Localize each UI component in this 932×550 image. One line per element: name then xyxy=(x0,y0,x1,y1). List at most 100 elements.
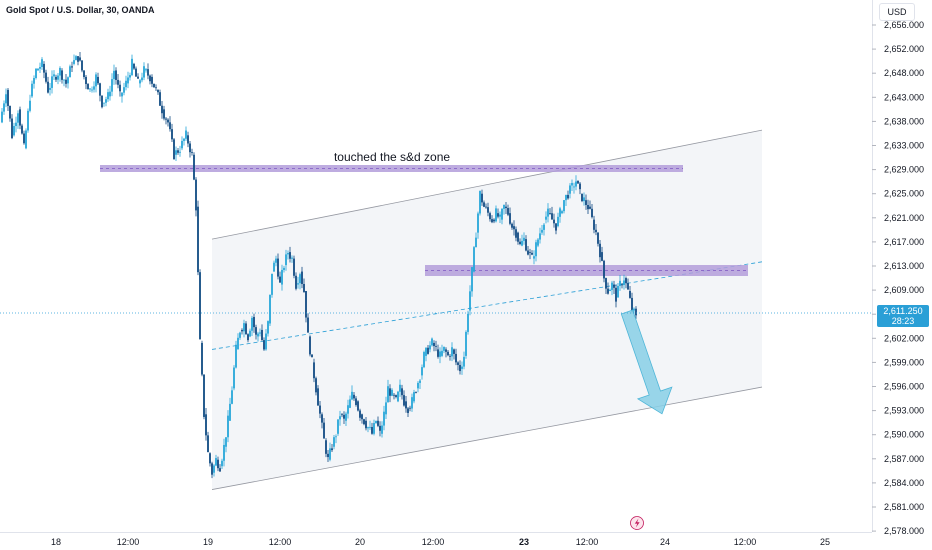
candle-body xyxy=(439,351,441,357)
candle-body xyxy=(285,254,287,266)
candle-body xyxy=(193,154,195,180)
candle-body xyxy=(315,378,317,393)
price-axis[interactable]: 2,656.000 2,652.000 2,648.000 2,643.000 2,63… xyxy=(872,0,932,550)
price-tick-label: 2,643.000 xyxy=(884,92,924,102)
candle-body xyxy=(207,435,209,453)
candle-body xyxy=(627,283,629,290)
candle-body xyxy=(527,250,529,255)
candle-body xyxy=(235,344,237,368)
candle-body xyxy=(505,206,507,209)
candle-body xyxy=(519,241,521,244)
candle-body xyxy=(601,252,603,261)
candle-body xyxy=(17,113,19,123)
candle-body xyxy=(613,284,615,288)
candle-body xyxy=(19,109,21,126)
candle-body xyxy=(521,240,523,246)
candle-body xyxy=(177,150,179,153)
candle-body xyxy=(365,420,367,429)
candle-body xyxy=(461,366,463,369)
candle-body xyxy=(199,272,201,340)
time-tick-label: 12:00 xyxy=(422,537,445,547)
candle-body xyxy=(179,151,181,153)
candle-body xyxy=(301,271,303,284)
candle-body xyxy=(511,223,513,228)
candle-body xyxy=(65,79,67,84)
zones[interactable] xyxy=(100,165,748,276)
candle-body xyxy=(167,119,169,123)
candle-body xyxy=(73,60,75,64)
candle-body xyxy=(159,92,161,106)
candle-body xyxy=(425,347,427,356)
candle-body xyxy=(549,213,551,214)
price-tick-label: 2,621.000 xyxy=(884,213,924,223)
candle-body xyxy=(97,76,99,84)
candle-body xyxy=(41,59,43,68)
candle-body xyxy=(71,66,73,68)
candle-body xyxy=(335,436,337,438)
channel-mid-line xyxy=(211,261,763,350)
candle-body xyxy=(89,88,91,90)
candle-body xyxy=(185,130,187,139)
candle-body xyxy=(213,465,215,473)
candle-body xyxy=(219,468,221,472)
candle-body xyxy=(281,269,283,285)
candle-body xyxy=(307,317,309,333)
candle-body xyxy=(443,346,445,351)
lightning-icon[interactable] xyxy=(630,516,644,530)
candle-body xyxy=(155,87,157,89)
price-tick-label: 2,609.000 xyxy=(884,285,924,295)
price-tick-label: 2,590.000 xyxy=(884,430,924,440)
time-tick-label: 12:00 xyxy=(576,537,599,547)
time-axis[interactable]: 18 12:00 19 12:00 20 12:00 23 12:00 24 12:00 25 xyxy=(0,532,872,548)
candle-body xyxy=(317,388,319,406)
candle-body xyxy=(149,75,151,82)
candle-body xyxy=(31,83,33,97)
candle-body xyxy=(169,122,171,130)
candle-body xyxy=(255,327,257,335)
candle-body xyxy=(263,340,265,350)
candle-body xyxy=(403,395,405,406)
candle-body xyxy=(361,414,363,420)
candle-body xyxy=(347,405,349,414)
down-arrow-annotation[interactable] xyxy=(620,309,673,415)
candle-body xyxy=(571,182,573,186)
candle-body xyxy=(75,56,77,61)
candle-body xyxy=(513,226,515,230)
candle-body xyxy=(309,336,311,355)
candle-body xyxy=(463,356,465,367)
candle-body xyxy=(333,437,335,447)
current-price-value: 2,611.250 xyxy=(883,306,922,316)
candle-body xyxy=(423,352,425,368)
candle-body xyxy=(599,243,601,258)
candle-body xyxy=(49,87,51,90)
candle-body xyxy=(617,286,619,298)
candle-body xyxy=(337,419,339,434)
parallel-channel[interactable] xyxy=(211,129,763,490)
candle-body xyxy=(565,194,567,201)
candle-body xyxy=(59,67,61,76)
candle-body xyxy=(201,342,203,375)
zone-annotation-label[interactable]: touched the s&d zone xyxy=(334,150,450,164)
price-tick-label: 2,633.000 xyxy=(884,141,924,151)
candle-body xyxy=(455,353,457,363)
candle-body xyxy=(435,346,437,347)
candle-body xyxy=(577,180,579,184)
candle-body xyxy=(491,219,493,223)
candle-body xyxy=(39,67,41,69)
candle-body xyxy=(367,427,369,429)
price-tick-label: 2,613.000 xyxy=(884,261,924,271)
candle-body xyxy=(415,392,417,393)
currency-button[interactable]: USD xyxy=(879,3,915,21)
candle-body xyxy=(485,206,487,208)
candle-body xyxy=(107,92,109,100)
candle-body xyxy=(251,317,253,331)
candle-body xyxy=(563,200,565,212)
candle-body xyxy=(401,388,403,396)
candle-body xyxy=(145,69,147,71)
candle-body xyxy=(53,74,55,77)
candle-body xyxy=(341,414,343,416)
candle-body xyxy=(119,84,121,92)
candle-body xyxy=(407,408,409,413)
price-tick-label: 2,656.000 xyxy=(884,20,924,30)
